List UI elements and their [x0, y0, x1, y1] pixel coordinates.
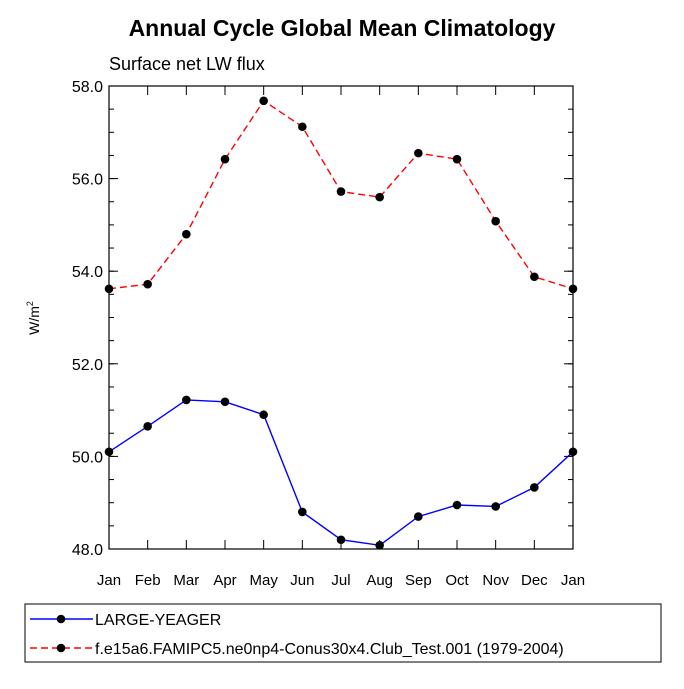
- y-tick-label: 56.0: [72, 172, 103, 189]
- data-point: [530, 272, 539, 282]
- x-tick-label: Apr: [213, 572, 236, 589]
- y-tick-label: 54.0: [72, 264, 103, 281]
- plot-frame: [108, 85, 574, 550]
- y-axis-label-text: W/m: [26, 306, 42, 335]
- data-point: [220, 397, 230, 407]
- data-point: [220, 154, 230, 164]
- data-point: [414, 148, 423, 158]
- data-point: [491, 502, 500, 511]
- data-point: [259, 410, 268, 420]
- data-point: [375, 192, 384, 202]
- data-point: [452, 500, 462, 510]
- x-axis: Jan Feb Mar Apr May Jun Jul Aug Sep Oct Nov Dec Jan: [97, 86, 585, 589]
- y-tick-label: 50.0: [72, 449, 103, 466]
- legend-box: [24, 603, 662, 663]
- legend: LARGE-YEAGER f.e15a6.FAMIPC5.ne0np4-Conus…: [24, 603, 662, 663]
- legend-label-1: f.e15a6.FAMIPC5.ne0np4-Conus30x4.Club_Te…: [95, 641, 564, 658]
- data-point: [414, 512, 423, 521]
- data-point: [143, 422, 152, 431]
- data-point: [491, 216, 500, 226]
- data-point: [336, 535, 346, 545]
- x-tick-label: Aug: [366, 572, 393, 589]
- chart-subtitle: Surface net LW flux: [109, 54, 265, 74]
- data-point: [336, 187, 346, 196]
- data-point: [182, 395, 191, 405]
- y-tick-label: 52.0: [72, 357, 103, 374]
- x-tick-label: May: [249, 572, 278, 589]
- data-point: [452, 154, 462, 164]
- y-axis: 48.0 50.0 52.0 54.0 56.0 58.0: [72, 79, 573, 559]
- series-line-0: [108, 399, 574, 547]
- legend-marker: [56, 614, 66, 624]
- y-tick-label: 58.0: [72, 79, 103, 96]
- y-axis-label: W/m2: [25, 301, 42, 335]
- legend-items: LARGE-YEAGER f.e15a6.FAMIPC5.ne0np4-Conus…: [30, 612, 564, 658]
- y-axis-label-superscript: 2: [25, 301, 35, 306]
- data-point: [568, 447, 578, 457]
- series-layer: [104, 96, 578, 550]
- svg-text:W/m2: W/m2: [25, 301, 42, 335]
- x-tick-label: Jan: [561, 572, 585, 589]
- x-tick-label: Jun: [290, 572, 314, 589]
- data-point: [182, 229, 191, 239]
- data-point: [568, 284, 578, 294]
- data-point: [104, 284, 114, 294]
- legend-marker: [56, 643, 66, 653]
- x-tick-label: Sep: [405, 572, 432, 589]
- data-point: [259, 96, 268, 106]
- data-point: [143, 279, 152, 289]
- data-point: [298, 122, 307, 132]
- data-point: [375, 540, 384, 550]
- x-tick-label: Jul: [331, 572, 350, 589]
- x-tick-label: Dec: [521, 572, 548, 589]
- x-tick-label: Nov: [482, 572, 509, 589]
- data-point: [530, 483, 539, 492]
- data-point: [298, 507, 307, 517]
- data-point: [104, 447, 114, 457]
- x-tick-label: Oct: [445, 572, 469, 589]
- x-tick-label: Jan: [97, 572, 121, 589]
- x-tick-label: Mar: [173, 572, 199, 589]
- x-tick-label: Feb: [135, 572, 161, 589]
- chart-title: Annual Cycle Global Mean Climatology: [129, 15, 556, 41]
- y-tick-label: 48.0: [72, 542, 103, 559]
- legend-label-0: LARGE-YEAGER: [95, 612, 221, 629]
